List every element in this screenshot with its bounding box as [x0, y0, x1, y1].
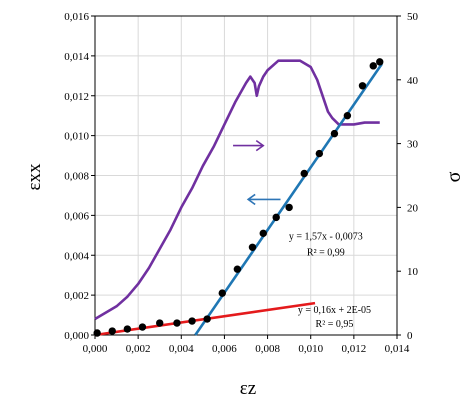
data-point — [123, 325, 132, 333]
x-tick-label: 0,008 — [255, 343, 280, 355]
y-right-tick-label: 10 — [407, 266, 419, 278]
x-tick-label: 0,004 — [169, 343, 194, 355]
stress-layer — [94, 59, 380, 321]
y-left-tick-label: 0,014 — [64, 51, 89, 63]
y-right-tick-label: 0 — [407, 330, 413, 342]
data-point — [376, 58, 384, 66]
data-point — [272, 213, 280, 222]
y-left-tick-label: 0,006 — [64, 210, 89, 222]
arrow-right-head — [255, 139, 265, 152]
y-left-axis-label: εxx — [24, 163, 45, 190]
ticks: 0,000 0,002 0,004 0,006 0,008 0,010 0,012 0,014… — [64, 11, 418, 355]
fit-line-steep — [194, 63, 383, 336]
data-point — [285, 203, 293, 212]
y-left-tick-label: 0,010 — [64, 131, 89, 143]
arrows-layer — [233, 139, 281, 206]
data-point — [259, 229, 267, 238]
y-left-tick-label: 0,002 — [64, 290, 89, 302]
y-right-tick-label: 20 — [407, 202, 419, 214]
x-tick-label: 0,010 — [298, 343, 323, 355]
y-left-tick-label: 0,000 — [64, 330, 89, 342]
x-tick-label: 0,002 — [126, 343, 151, 355]
y-right-tick-label: 30 — [407, 139, 419, 151]
y-left-tick-label: 0,004 — [64, 250, 89, 262]
data-point — [203, 315, 211, 323]
data-point — [188, 317, 196, 325]
data-point — [315, 149, 324, 158]
x-tick-label: 0,000 — [83, 343, 108, 355]
x-tick-label: 0,006 — [212, 343, 237, 355]
x-axis-label: εz — [240, 378, 256, 399]
data-point — [108, 327, 116, 335]
y-right-tick-label: 50 — [407, 11, 419, 23]
data-point — [369, 62, 377, 70]
data-point — [138, 323, 147, 331]
data-point — [358, 82, 367, 90]
annotation-r1: R² = 0,99 — [307, 247, 345, 258]
data-point — [156, 319, 164, 327]
stress-curve — [94, 59, 380, 321]
data-point — [248, 243, 257, 251]
y-right-axis-label: σ — [443, 171, 465, 182]
points-layer — [93, 58, 384, 337]
data-point — [300, 169, 308, 178]
arrow-left-head — [246, 193, 256, 206]
data-point — [93, 329, 101, 337]
annotation-eq1: y = 1,57x - 0,0073 — [289, 231, 363, 242]
y-right-tick-label: 40 — [407, 75, 419, 87]
data-point — [233, 265, 242, 273]
ann-layer: y = 1,57x - 0,0073 R² = 0,99 y = 0,16x + 2… — [289, 231, 371, 330]
data-point — [343, 111, 352, 120]
y-left-tick-label: 0,008 — [64, 171, 89, 183]
x-tick-label: 0,012 — [341, 343, 366, 355]
grid — [95, 16, 397, 335]
y-left-tick-label: 0,016 — [64, 11, 89, 23]
data-point — [330, 129, 339, 138]
x-tick-label: 0,014 — [385, 343, 410, 355]
data-point — [173, 319, 181, 327]
data-point — [218, 289, 226, 297]
y-left-tick-label: 0,012 — [64, 91, 89, 103]
annotation-eq2: y = 0,16x + 2E-05 — [298, 305, 371, 316]
annotation-r2: R² = 0,95 — [316, 319, 354, 330]
